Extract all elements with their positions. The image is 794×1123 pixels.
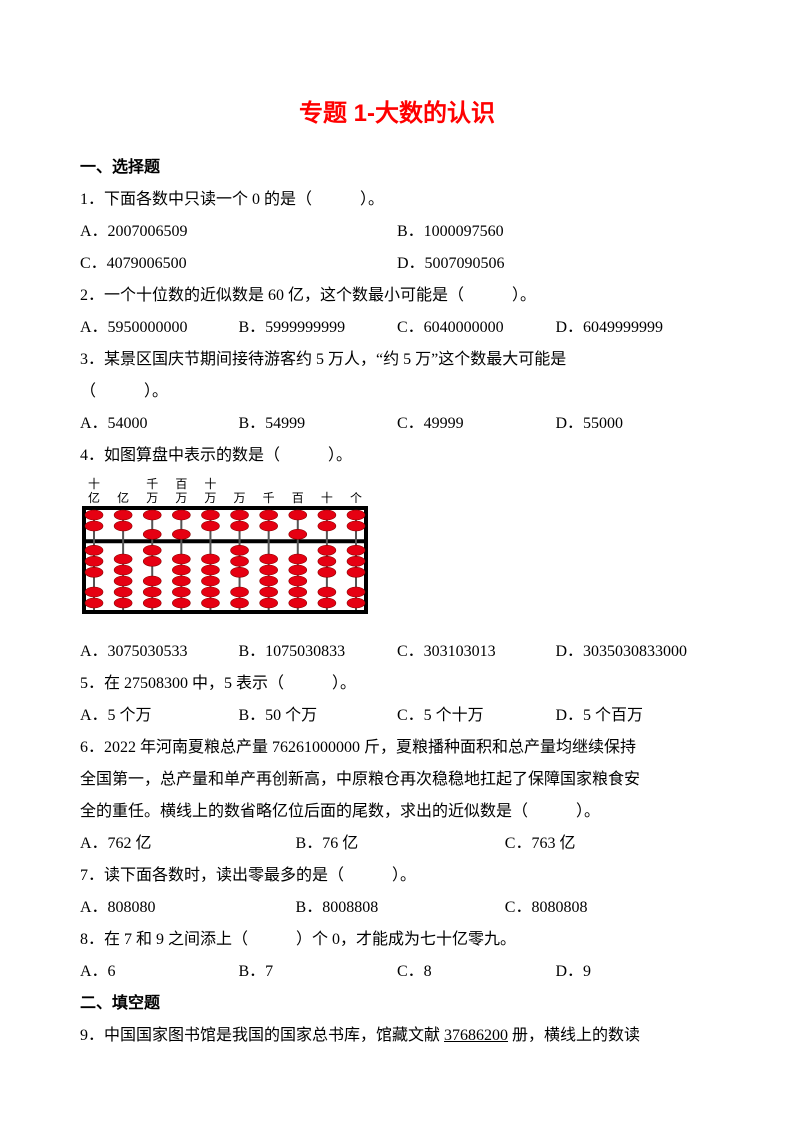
svg-text:万: 万 [175, 491, 187, 505]
q9-post: 册，横线上的数读 [508, 1027, 640, 1044]
q3-opt-c: C．49999 [397, 408, 556, 440]
q3-opt-d: D．55000 [556, 408, 715, 440]
svg-text:十: 十 [321, 491, 333, 505]
q6-opt-b: B．76 亿 [296, 828, 505, 860]
q6-opt-c: C．763 亿 [505, 828, 714, 860]
svg-text:万: 万 [234, 491, 246, 505]
q8-opt-c: C．8 [397, 956, 556, 988]
q5-options: A．5 个万 B．50 个万 C．5 个十万 D．5 个百万 [80, 700, 714, 732]
q9-pre: 9．中国国家图书馆是我国的国家总书库，馆藏文献 [80, 1027, 444, 1044]
q1-opt-c: C．4079006500 [80, 248, 397, 280]
question-4: 4．如图算盘中表示的数是（ ）。 十亿亿千万百万十万万千百十个 A．307503… [80, 440, 714, 668]
question-5: 5．在 27508300 中，5 表示（ ）。 A．5 个万 B．50 个万 C… [80, 668, 714, 732]
page-title: 专题 1-大数的认识 [80, 90, 714, 138]
svg-text:千: 千 [146, 477, 158, 491]
q6-line2: 全国第一，总产量和单产再创新高，中原粮仓再次稳稳地扛起了保障国家粮食安 [80, 764, 714, 796]
q4-text: 4．如图算盘中表示的数是（ ）。 [80, 440, 714, 472]
q2-opt-c: C．6040000000 [397, 312, 556, 344]
svg-text:百: 百 [175, 477, 187, 491]
q1-options-2: C．4079006500 D．5007090506 [80, 248, 714, 280]
q5-opt-a: A．5 个万 [80, 700, 239, 732]
q8-opt-a: A．6 [80, 956, 239, 988]
svg-text:万: 万 [146, 491, 158, 505]
q8-opt-d: D．9 [556, 956, 715, 988]
question-6: 6．2022 年河南夏粮总产量 76261000000 斤，夏粮播种面积和总产量… [80, 732, 714, 860]
q7-text: 7．读下面各数时，读出零最多的是（ ）。 [80, 860, 714, 892]
q2-opt-d: D．6049999999 [556, 312, 715, 344]
q6-line1: 6．2022 年河南夏粮总产量 76261000000 斤，夏粮播种面积和总产量… [80, 732, 714, 764]
svg-text:十: 十 [204, 477, 216, 491]
q8-text: 8．在 7 和 9 之间添上（ ）个 0，才能成为七十亿零九。 [80, 924, 714, 956]
q5-opt-b: B．50 个万 [239, 700, 398, 732]
q2-opt-b: B．5999999999 [239, 312, 398, 344]
q3-options: A．54000 B．54999 C．49999 D．55000 [80, 408, 714, 440]
section-1-header: 一、选择题 [80, 152, 714, 184]
q4-opt-c: C．303103013 [397, 636, 556, 668]
svg-text:亿: 亿 [117, 490, 129, 505]
q2-opt-a: A．5950000000 [80, 312, 239, 344]
q5-text: 5．在 27508300 中，5 表示（ ）。 [80, 668, 714, 700]
q4-opt-b: B．1075030833 [239, 636, 398, 668]
q3-line2: （ ）。 [80, 376, 714, 408]
question-1: 1．下面各数中只读一个 0 的是（ ）。 A．2007006509 B．1000… [80, 184, 714, 280]
q2-options: A．5950000000 B．5999999999 C．6040000000 D… [80, 312, 714, 344]
svg-text:亿: 亿 [88, 490, 100, 505]
section-2-header: 二、填空题 [80, 988, 714, 1020]
q6-opt-a: A．762 亿 [80, 828, 296, 860]
q3-opt-b: B．54999 [239, 408, 398, 440]
q5-opt-c: C．5 个十万 [397, 700, 556, 732]
q1-opt-b: B．1000097560 [397, 216, 714, 248]
q1-opt-a: A．2007006509 [80, 216, 397, 248]
svg-text:千: 千 [263, 491, 275, 505]
q1-opt-d: D．5007090506 [397, 248, 714, 280]
question-2: 2．一个十位数的近似数是 60 亿，这个数最小可能是（ ）。 A．5950000… [80, 280, 714, 344]
svg-text:万: 万 [204, 491, 216, 505]
q7-options: A．808080 B．8008808 C．8080808 [80, 892, 714, 924]
question-8: 8．在 7 和 9 之间添上（ ）个 0，才能成为七十亿零九。 A．6 B．7 … [80, 924, 714, 988]
q7-opt-a: A．808080 [80, 892, 296, 924]
abacus-figure: 十亿亿千万百万十万万千百十个 [80, 476, 714, 628]
q4-opt-a: A．3075030533 [80, 636, 239, 668]
svg-text:百: 百 [292, 491, 304, 505]
q5-opt-d: D．5 个百万 [556, 700, 715, 732]
svg-text:个: 个 [350, 491, 362, 505]
question-7: 7．读下面各数时，读出零最多的是（ ）。 A．808080 B．8008808 … [80, 860, 714, 924]
q6-options: A．762 亿 B．76 亿 C．763 亿 [80, 828, 714, 860]
q1-text: 1．下面各数中只读一个 0 的是（ ）。 [80, 184, 714, 216]
q9-underlined: 37686200 [444, 1027, 508, 1044]
q8-options: A．6 B．7 C．8 D．9 [80, 956, 714, 988]
svg-text:十: 十 [88, 477, 100, 491]
q7-opt-c: C．8080808 [505, 892, 714, 924]
q4-options: A．3075030533 B．1075030833 C．303103013 D．… [80, 636, 714, 668]
q3-opt-a: A．54000 [80, 408, 239, 440]
question-3: 3．某景区国庆节期间接待游客约 5 万人，“约 5 万”这个数最大可能是 （ ）… [80, 344, 714, 440]
q2-text: 2．一个十位数的近似数是 60 亿，这个数最小可能是（ ）。 [80, 280, 714, 312]
q3-line1: 3．某景区国庆节期间接待游客约 5 万人，“约 5 万”这个数最大可能是 [80, 344, 714, 376]
abacus-icon: 十亿亿千万百万十万万千百十个 [80, 476, 370, 616]
q6-line3: 全的重任。横线上的数省略亿位后面的尾数，求出的近似数是（ ）。 [80, 796, 714, 828]
q1-options: A．2007006509 B．1000097560 [80, 216, 714, 248]
q4-opt-d: D．3035030833000 [556, 636, 715, 668]
q7-opt-b: B．8008808 [296, 892, 505, 924]
question-9: 9．中国国家图书馆是我国的国家总书库，馆藏文献 37686200 册，横线上的数… [80, 1020, 714, 1052]
q8-opt-b: B．7 [239, 956, 398, 988]
